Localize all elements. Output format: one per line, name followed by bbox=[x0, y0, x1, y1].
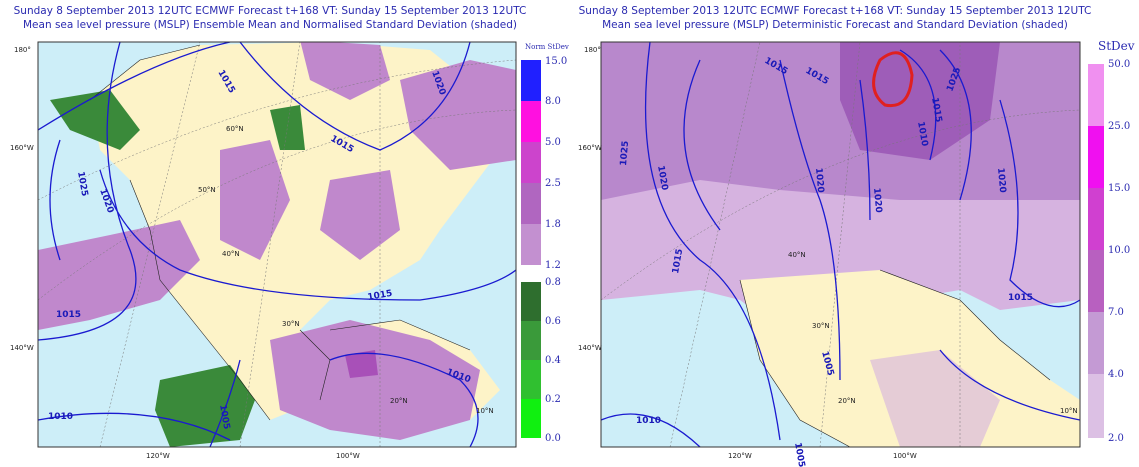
latitude-label: 20°N bbox=[390, 397, 408, 405]
latitude-label: 30°N bbox=[282, 320, 300, 328]
contour-label: 1015 bbox=[56, 310, 81, 320]
lon-lat-label: 100°W bbox=[893, 452, 917, 460]
latitude-label: 40°N bbox=[788, 251, 806, 259]
latitude-label: 60°N bbox=[226, 125, 244, 133]
contour-label: 1020 bbox=[655, 165, 669, 191]
colorbar-label: 1.2 bbox=[545, 260, 561, 271]
title-line: Sunday 8 September 2013 12UTC ECMWF Fore… bbox=[14, 5, 527, 17]
contour-label: 1025 bbox=[75, 171, 89, 197]
contour-label: 1020 bbox=[871, 187, 883, 213]
lon-lat-label: 160°W bbox=[10, 144, 34, 152]
colorbar-right bbox=[1088, 64, 1104, 438]
lon-lat-label: 140°W bbox=[578, 344, 602, 352]
colorbar-label: 15.0 bbox=[1108, 183, 1130, 194]
map-right bbox=[601, 42, 1080, 447]
map-left bbox=[38, 42, 516, 447]
lon-lat-label: 140°W bbox=[10, 344, 34, 352]
latitude-label: 10°N bbox=[1060, 407, 1078, 415]
colorbar-label: 0.6 bbox=[545, 316, 561, 327]
contour-label: 1010 bbox=[48, 412, 73, 422]
frame bbox=[37, 41, 517, 448]
latitude-label: 40°N bbox=[222, 250, 240, 258]
colorbar-label: 25.0 bbox=[1108, 121, 1130, 132]
contour-label: 1015 bbox=[367, 289, 393, 303]
contour-label: 1015 bbox=[929, 97, 943, 123]
contour-label: 1010 bbox=[915, 121, 929, 147]
colorbar-label: 4.0 bbox=[1108, 369, 1124, 380]
colorbar-label: 5.0 bbox=[545, 137, 561, 148]
colorbar-label: 0.0 bbox=[545, 433, 561, 444]
title-line: Sunday 8 September 2013 12UTC ECMWF Fore… bbox=[579, 5, 1092, 17]
lon-lat-label: 100°W bbox=[336, 452, 360, 460]
latitude-label: 50°N bbox=[198, 186, 216, 194]
colorbar-label: 50.0 bbox=[1108, 59, 1130, 70]
colorbar-label: 0.2 bbox=[545, 394, 561, 405]
colorbar-label: 10.0 bbox=[1108, 245, 1130, 256]
colorbar-label: 0.8 bbox=[545, 277, 561, 288]
contour-label: 1020 bbox=[995, 167, 1007, 193]
subtitle-line: Mean sea level pressure (MSLP) Determini… bbox=[602, 19, 1068, 31]
colorbar-left bbox=[521, 60, 541, 438]
lon-lat-label: 120°W bbox=[146, 452, 170, 460]
colorbar-label: 2.5 bbox=[545, 178, 561, 189]
colorbar-label: 8.0 bbox=[545, 96, 561, 107]
latitude-label: 10°N bbox=[476, 407, 494, 415]
contour-label: 1005 bbox=[792, 442, 806, 467]
colorbar-label: 2.0 bbox=[1108, 433, 1124, 444]
colorbar-title: StDev bbox=[1098, 39, 1135, 53]
colorbar-label: 1.8 bbox=[545, 219, 561, 230]
lon-lat-label: 160°W bbox=[578, 144, 602, 152]
contour-label: 1005 bbox=[217, 404, 231, 430]
frame bbox=[600, 41, 1081, 448]
colorbar-label: 7.0 bbox=[1108, 307, 1124, 318]
contour-label: 1025 bbox=[619, 140, 631, 166]
colorbar-label: 0.4 bbox=[545, 355, 561, 366]
colorbar-title: Norm StDev bbox=[525, 43, 569, 51]
colorbar-label: 15.0 bbox=[545, 56, 567, 67]
subtitle-line: Mean sea level pressure (MSLP) Ensemble … bbox=[23, 19, 517, 31]
contour-label: 1015 bbox=[1008, 293, 1033, 303]
contour-label: 1020 bbox=[813, 167, 825, 193]
latitude-label: 20°N bbox=[838, 397, 856, 405]
contour-label: 1015 bbox=[671, 248, 685, 274]
lon-lat-label: 180° bbox=[14, 46, 31, 54]
lon-lat-label: 120°W bbox=[728, 452, 752, 460]
latitude-label: 30°N bbox=[812, 322, 830, 330]
contour-label: 1010 bbox=[636, 416, 661, 426]
lon-lat-label: 180° bbox=[584, 46, 601, 54]
